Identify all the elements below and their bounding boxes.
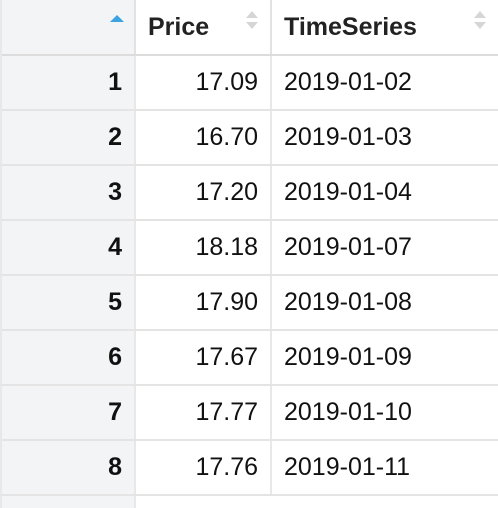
table-row: 7 17.77 2019-01-10 <box>2 386 498 441</box>
timeseries-cell: 2019-01-08 <box>284 288 412 316</box>
row-number-gutter <box>2 496 136 508</box>
price-cell: 16.70 <box>136 111 272 164</box>
column-header-label: Price <box>148 12 210 41</box>
timeseries-cell: 2019-01-11 <box>284 453 411 481</box>
table-row: 5 17.90 2019-01-08 <box>2 276 498 331</box>
column-header-rownames[interactable] <box>2 0 136 54</box>
row-number: 1 <box>2 56 136 109</box>
row-number: 7 <box>2 386 136 439</box>
timeseries-cell: 2019-01-04 <box>284 178 412 206</box>
table-header: Price TimeSeries <box>2 0 498 56</box>
timeseries-cell: 2019-01-03 <box>284 123 412 151</box>
price-cell: 17.20 <box>136 166 272 219</box>
sort-toggle-icon[interactable] <box>474 11 486 31</box>
timeseries-cell: 2019-01-07 <box>284 233 412 261</box>
price-cell: 18.18 <box>136 221 272 274</box>
price-cell: 17.67 <box>136 331 272 384</box>
row-number: 2 <box>2 111 136 164</box>
table-row: 2 16.70 2019-01-03 <box>2 111 498 166</box>
timeseries-cell: 2019-01-09 <box>284 343 412 371</box>
table-row: 6 17.67 2019-01-09 <box>2 331 498 386</box>
price-cell: 17.76 <box>136 441 272 494</box>
row-number: 6 <box>2 331 136 384</box>
table-row: 3 17.20 2019-01-04 <box>2 166 498 221</box>
price-cell: 17.77 <box>136 386 272 439</box>
column-header-timeseries[interactable]: TimeSeries <box>272 0 498 54</box>
timeseries-cell: 2019-01-10 <box>284 398 412 426</box>
row-number: 8 <box>2 441 136 494</box>
sort-ascending-icon[interactable] <box>110 15 124 22</box>
row-number: 3 <box>2 166 136 219</box>
column-header-label: TimeSeries <box>284 12 417 41</box>
table-row: 1 17.09 2019-01-02 <box>2 56 498 111</box>
table-row: 8 17.76 2019-01-11 <box>2 441 498 496</box>
sort-toggle-icon[interactable] <box>246 11 258 31</box>
row-number: 4 <box>2 221 136 274</box>
price-cell: 17.09 <box>136 56 272 109</box>
column-header-price[interactable]: Price <box>136 0 272 54</box>
row-number: 5 <box>2 276 136 329</box>
timeseries-cell: 2019-01-02 <box>284 68 412 96</box>
table-row: 4 18.18 2019-01-07 <box>2 221 498 276</box>
table-overflow-edge <box>2 496 498 508</box>
price-cell: 17.90 <box>136 276 272 329</box>
